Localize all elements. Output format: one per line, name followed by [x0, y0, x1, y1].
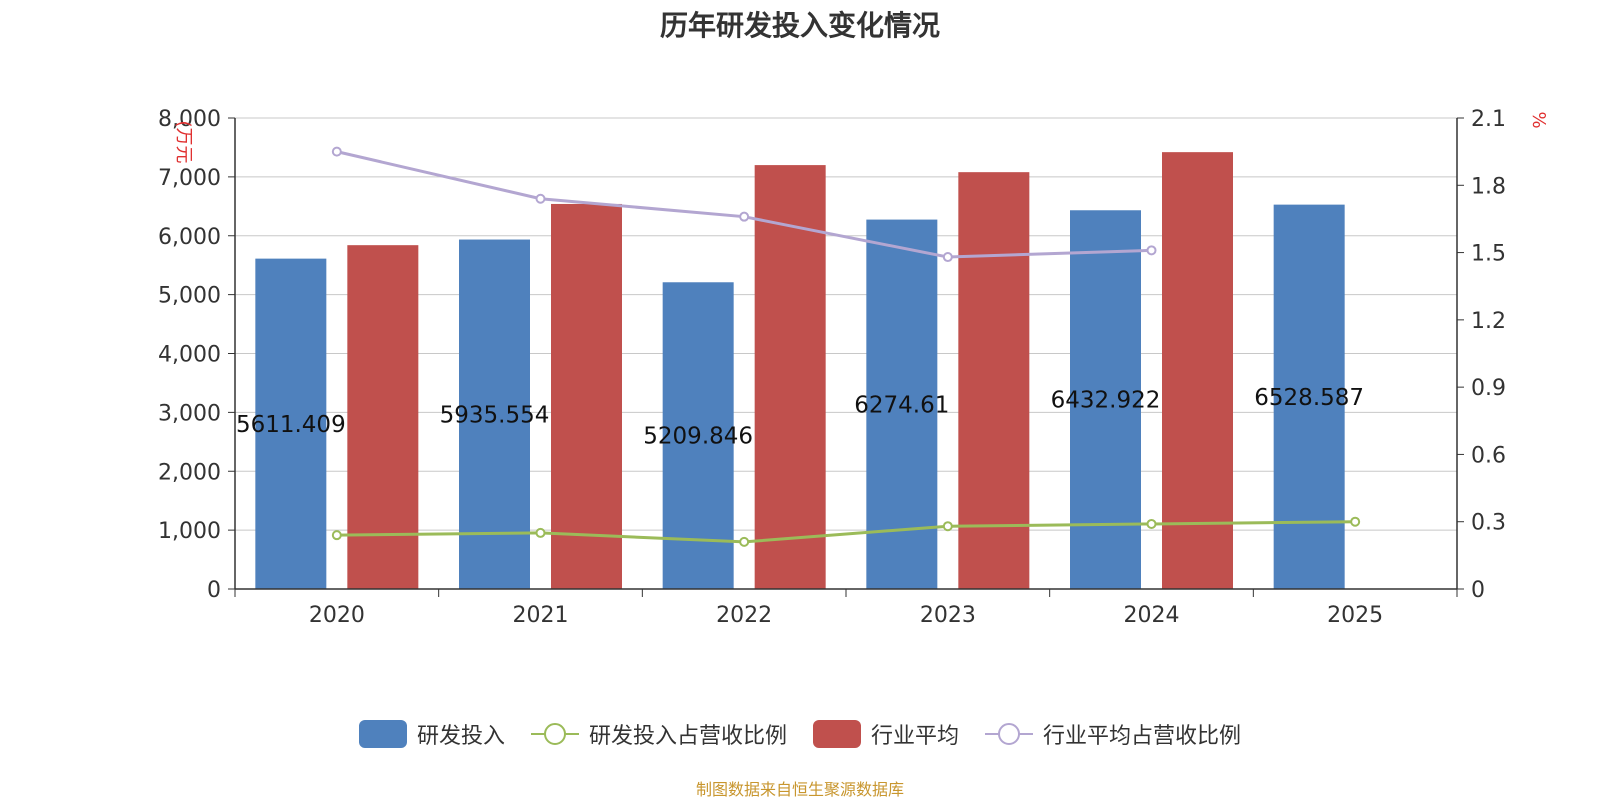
x-tick-label: 2022: [716, 603, 772, 628]
y-right-tick-label: 0: [1471, 578, 1485, 603]
point-industry-ratio: [331, 146, 342, 157]
data-label-rd: 5209.846: [643, 424, 753, 450]
y-right-tick-label: 2.1: [1471, 107, 1506, 132]
data-label-rd: 6528.587: [1254, 385, 1364, 411]
bar-rd-2025: [1273, 204, 1345, 589]
legend-label-rd: 研发投入: [416, 724, 505, 749]
source-note: 制图数据来自恒生聚源数据库: [695, 780, 904, 799]
legend-swatch-industry-ratio: [985, 723, 1034, 745]
bar-industry-2021: [551, 203, 622, 589]
chart-canvas: 0 1,000 2,000 3,000 4,000 5,000 6,000 7,000 8,00…: [158, 107, 1549, 628]
x-tick-label: 2021: [513, 603, 569, 628]
x-tick-label: 2024: [1124, 603, 1180, 628]
legend-label-industry-ratio: 行业平均占营收比例: [1043, 724, 1242, 749]
y-right-tick-label: 1.5: [1471, 242, 1506, 267]
y-left-tick-label: 4,000: [158, 343, 221, 368]
y-left-tick-label: 3,000: [158, 401, 221, 426]
y-left-tick-label: 2,000: [158, 460, 221, 485]
data-label-rd: 5935.554: [440, 402, 550, 428]
y-left-tick-label: 8,000: [158, 107, 221, 132]
point-industry-ratio: [739, 211, 750, 222]
bar-rd-2020: [255, 258, 327, 589]
point-rd-ratio: [331, 530, 342, 541]
bar-industry-2024: [1162, 152, 1233, 589]
y-right-tick-label: 1.2: [1471, 309, 1506, 334]
legend-swatch-industry: [813, 720, 861, 748]
x-tick-label: 2020: [309, 603, 365, 628]
point-industry-ratio: [942, 252, 953, 263]
y-right-tick-label: 1.8: [1471, 174, 1506, 199]
y-left-tick-label: 1,000: [158, 519, 221, 544]
y-left-tick-label: 5,000: [158, 284, 221, 309]
bar-rd-2021: [459, 239, 530, 590]
legend-item-industry-ratio[interactable]: 行业平均占营收比例: [985, 718, 1241, 750]
data-label-rd: 5611.409: [236, 412, 346, 438]
legend: 研发投入 研发投入占营收比例 行业平均 行业平均占营收比例: [0, 718, 1600, 750]
legend-label-rd-ratio: 研发投入占营收比例: [588, 724, 787, 749]
y-right-unit-label: %: [1528, 111, 1549, 128]
y-right-tick-label: 0.6: [1471, 443, 1506, 468]
bar-industry-2022: [754, 165, 826, 589]
legend-item-rd-ratio[interactable]: 研发投入占营收比例: [530, 718, 787, 750]
y-left-tick-label: 7,000: [158, 166, 221, 191]
point-rd-ratio: [535, 527, 546, 538]
x-tick-label: 2025: [1327, 603, 1383, 628]
line-rd-ratio: [336, 520, 1356, 544]
y-left-tick-label: 0: [207, 578, 221, 603]
data-label-rd: 6274.61: [854, 392, 949, 418]
y-left-tick-label: 6,000: [158, 225, 221, 250]
point-industry-ratio: [1146, 245, 1157, 256]
point-industry-ratio: [535, 193, 546, 204]
chart-title: 历年研发投入变化情况: [659, 9, 940, 42]
y-left-unit-label: (万元: [173, 120, 194, 163]
data-label-rd: 6432.922: [1051, 388, 1161, 414]
y-right-tick-label: 0.9: [1471, 376, 1506, 401]
point-rd-ratio: [1350, 516, 1361, 527]
x-tick-label: 2023: [920, 603, 976, 628]
legend-label-industry: 行业平均: [871, 724, 960, 749]
legend-swatch-rd-ratio: [530, 723, 579, 745]
y-right-tick-label: 0.3: [1471, 511, 1506, 536]
bar-industry-2020: [347, 245, 419, 590]
legend-item-industry[interactable]: 行业平均: [813, 718, 959, 750]
legend-item-rd[interactable]: 研发投入: [358, 718, 505, 750]
point-rd-ratio: [739, 536, 750, 547]
legend-swatch-rd: [358, 720, 407, 748]
bar-industry-2023: [958, 172, 1030, 590]
point-rd-ratio: [942, 521, 953, 532]
point-rd-ratio: [1146, 518, 1157, 529]
